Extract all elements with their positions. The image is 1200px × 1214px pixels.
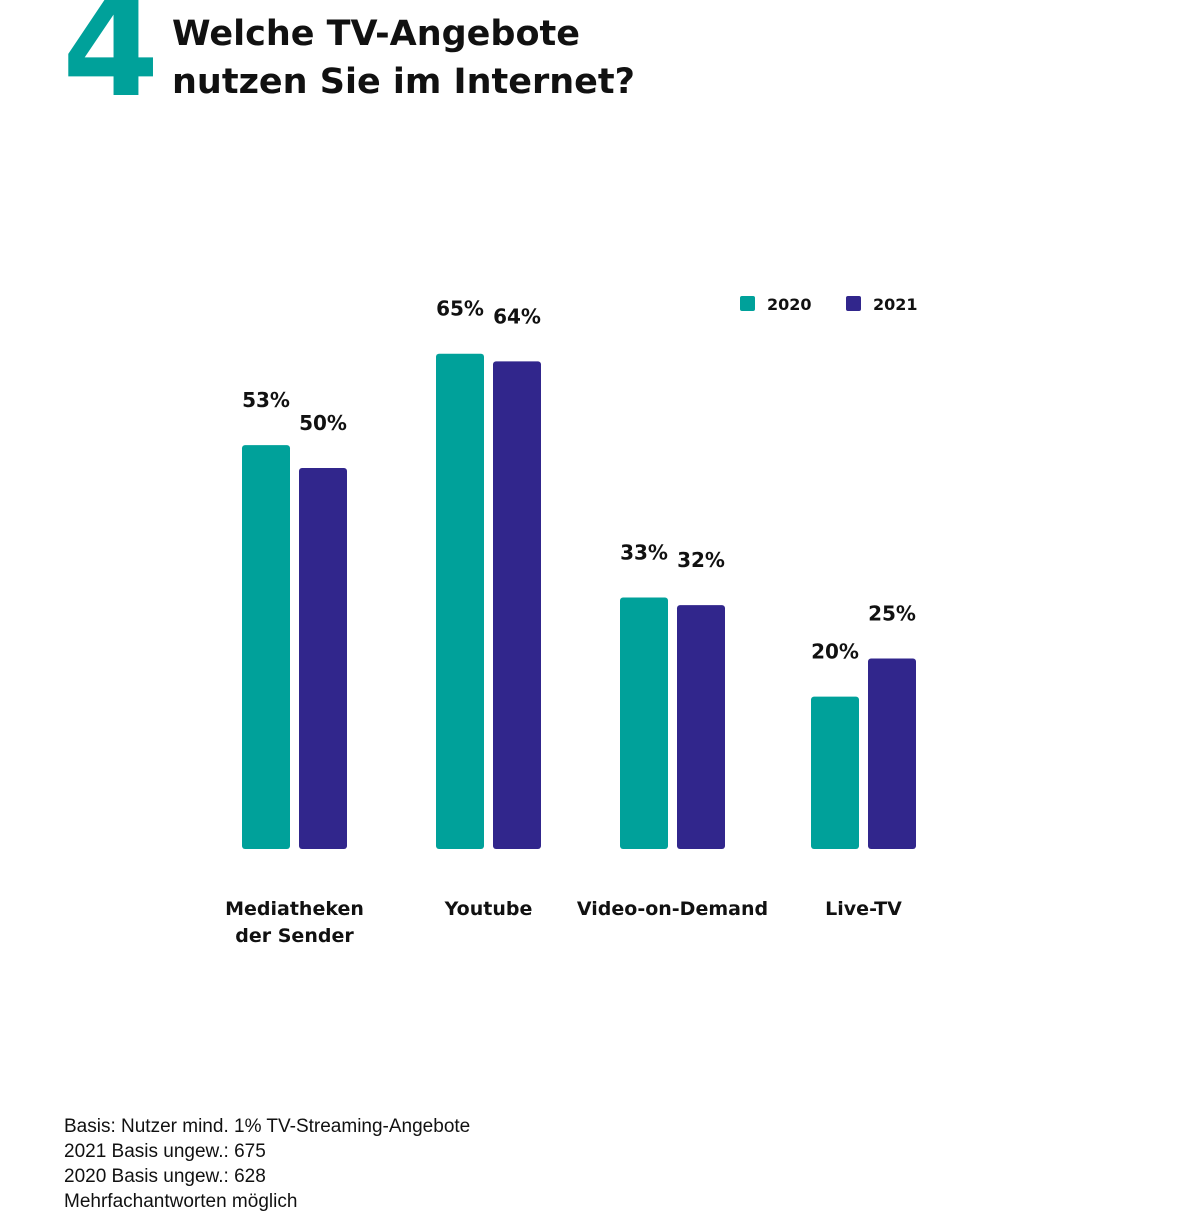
data-label-live-tv-2020: 20% <box>811 640 859 664</box>
chart-title-line-2: nutzen Sie im Internet? <box>172 62 635 102</box>
chart-title: Welche TV-Angebote nutzen Sie im Interne… <box>172 10 635 106</box>
category-label-video-on-demand: Video-on-Demand <box>577 898 768 920</box>
chart-title-line-1: Welche TV-Angebote <box>172 14 580 54</box>
data-label-video-on-demand-2021: 32% <box>677 548 725 572</box>
footnote-basis-2020: 2020 Basis ungew.: 628 <box>64 1166 266 1187</box>
data-label-video-on-demand-2020: 33% <box>620 541 668 565</box>
bar-live-tv-2021 <box>868 658 916 849</box>
footnote-basis-2021: 2021 Basis ungew.: 675 <box>64 1141 266 1162</box>
category-label-mediatheken-der-sender: Mediatheken der Sender <box>225 898 364 947</box>
data-label-youtube-2020: 65% <box>436 297 484 321</box>
category-label-youtube: Youtube <box>444 898 533 920</box>
bar-live-tv-2020 <box>811 696 859 849</box>
bar-video-on-demand-2021 <box>677 605 725 849</box>
data-label-mediatheken-der-sender-2021: 50% <box>299 411 347 435</box>
bar-mediatheken-der-sender-2021 <box>299 468 347 849</box>
footnote-basis: Basis: Nutzer mind. 1% TV-Streaming-Ange… <box>64 1116 471 1137</box>
legend-swatch-2020 <box>740 296 755 311</box>
bar-mediatheken-der-sender-2020 <box>242 445 290 849</box>
footnote-multiple-answers: Mehrfachantworten möglich <box>64 1191 298 1212</box>
bar-youtube-2020 <box>436 353 484 849</box>
footnote: Basis: Nutzer mind. 1% TV-Streaming-Ange… <box>64 1114 470 1214</box>
data-label-live-tv-2021: 25% <box>868 602 916 626</box>
bar-youtube-2021 <box>493 361 541 849</box>
legend-swatch-2021 <box>846 296 861 311</box>
category-label-live-tv: Live-TV <box>825 898 902 920</box>
bar-chart: 53% 50% Mediatheken der Sender 65% 64% Youtube… <box>225 295 918 947</box>
chart-number: 4 <box>62 0 159 129</box>
data-label-youtube-2021: 64% <box>493 304 541 328</box>
bar-video-on-demand-2020 <box>620 597 668 849</box>
legend-label-2021: 2021 <box>873 295 918 314</box>
legend-label-2020: 2020 <box>767 295 812 314</box>
data-label-mediatheken-der-sender-2020: 53% <box>242 388 290 412</box>
